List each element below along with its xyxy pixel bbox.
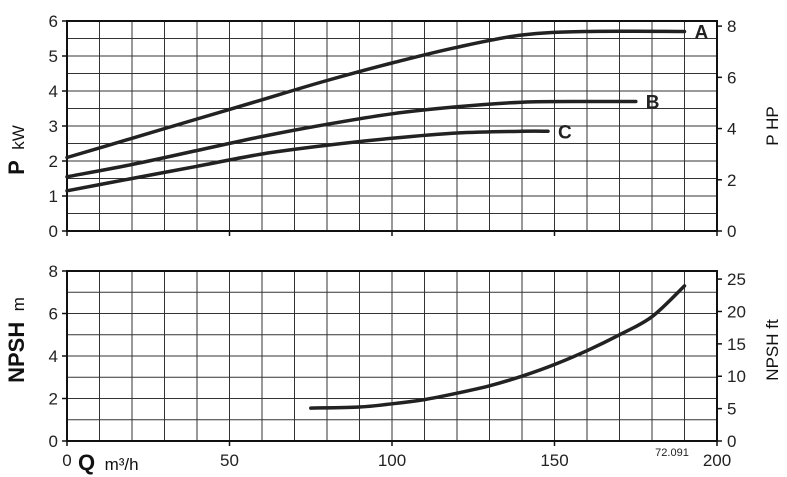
power-series-b (65, 99, 638, 179)
npsh-x-tick-label: 50 (220, 451, 239, 470)
npsh-left-tick-label: 0 (49, 432, 58, 451)
npsh-right-tick-label: 15 (727, 335, 746, 354)
npsh-right-tick-label: 10 (727, 367, 746, 386)
power-left-tick-label: 0 (49, 222, 58, 241)
npsh-right-tick-label: 20 (727, 302, 746, 321)
npsh-x-tick-label: 100 (378, 451, 406, 470)
power-left-tick-label: 3 (49, 117, 58, 136)
flow-axis-symbol: Q (78, 450, 95, 475)
power-axis-title: P kW (4, 125, 29, 175)
npsh-ft-axis-title: NPSH ft (763, 319, 782, 381)
npsh-left-tick-label: 4 (49, 347, 58, 366)
power-left-tick-label: 4 (49, 82, 58, 101)
npsh-axis-unit: m (9, 297, 28, 311)
power-series-a (65, 29, 687, 160)
npsh-left-tick-label: 8 (49, 262, 58, 281)
power-left-tick-label: 2 (49, 152, 58, 171)
power-right-tick-label: 0 (727, 222, 736, 241)
power-right-tick-label: 2 (727, 171, 736, 190)
npsh-x-tick-label: 200 (703, 451, 731, 470)
npsh-left-tick-label: 6 (49, 305, 58, 324)
flow-axis-title: Q m³/h (78, 450, 139, 475)
npsh-right-tick-label: 5 (727, 400, 736, 419)
npsh-series-curve (309, 284, 687, 410)
power-panel: 0 1 2 3 4 5 6 0 2 4 6 8A B C (49, 12, 737, 241)
npsh-x-tick-label: 0 (62, 451, 71, 470)
power-series-c (65, 129, 550, 193)
figure-code: 72.091 (655, 447, 689, 459)
power-hp-axis-title: P HP (763, 106, 782, 145)
npsh-left-tick-label: 2 (49, 390, 58, 409)
npsh-x-tick-label: 150 (540, 451, 568, 470)
power-right-tick-label: 8 (727, 17, 736, 36)
npsh-axis-symbol: NPSH (4, 322, 29, 383)
power-series-label-b: B (646, 93, 660, 114)
npsh-right-tick-label: 0 (727, 432, 736, 451)
npsh-axis-title: NPSH m (4, 297, 29, 383)
power-left-tick-label: 1 (49, 187, 58, 206)
power-series-label-a: A (695, 23, 709, 44)
power-left-tick-label: 5 (49, 47, 58, 66)
npsh-panel: 0 2 4 6 8 0 5 10 15 20 25 0 50 100 150 200 (49, 262, 746, 470)
power-right-tick-label: 6 (727, 68, 736, 87)
power-right-tick-label: 4 (727, 120, 736, 139)
power-axis-unit: kW (9, 125, 28, 150)
power-axis-symbol: P (4, 160, 29, 175)
power-series-label-c: C (558, 122, 572, 143)
npsh-right-tick-label: 25 (727, 270, 746, 289)
flow-axis-unit: m³/h (105, 455, 139, 474)
power-left-tick-label: 6 (49, 12, 58, 31)
